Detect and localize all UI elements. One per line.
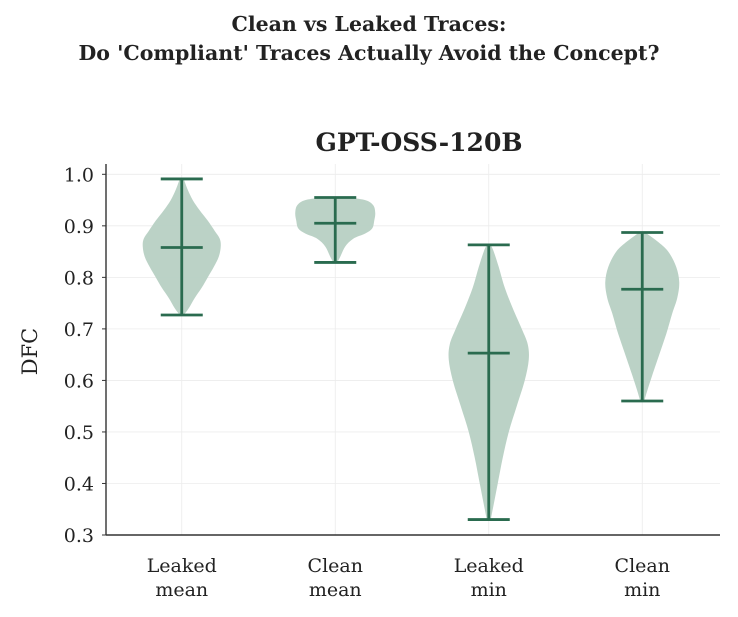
- y-tick-label: 0.7: [64, 319, 94, 341]
- figure-suptitle-line-2: Do 'Compliant' Traces Actually Avoid the…: [78, 41, 660, 65]
- x-tick-label: Clean: [308, 555, 363, 577]
- whisker-layer: [160, 177, 664, 521]
- y-axis-label: DFC: [18, 328, 42, 375]
- y-tick-label: 0.3: [64, 525, 94, 547]
- y-tick-label: 0.5: [64, 422, 94, 444]
- axes-layer: [102, 164, 720, 536]
- x-tick-label: mean: [155, 579, 208, 601]
- text-layer: LeakedmeanCleanmeanLeakedminCleanmin0.30…: [18, 128, 670, 601]
- x-tick-label: min: [471, 579, 507, 601]
- y-tick-label: 1.0: [64, 164, 94, 186]
- x-tick-label: Leaked: [454, 555, 524, 577]
- x-tick-label: Clean: [615, 555, 670, 577]
- chart-title: GPT-OSS-120B: [316, 128, 523, 157]
- figure-suptitle-line-1: Clean vs Leaked Traces:: [231, 12, 507, 36]
- y-tick-label: 0.6: [64, 370, 94, 392]
- y-tick-label: 0.8: [64, 267, 94, 289]
- x-tick-label: min: [624, 579, 660, 601]
- y-tick-label: 0.9: [64, 216, 94, 238]
- x-tick-label: mean: [309, 579, 362, 601]
- violin-layer: [142, 178, 680, 520]
- y-tick-label: 0.4: [64, 473, 94, 495]
- x-tick-label: Leaked: [147, 555, 217, 577]
